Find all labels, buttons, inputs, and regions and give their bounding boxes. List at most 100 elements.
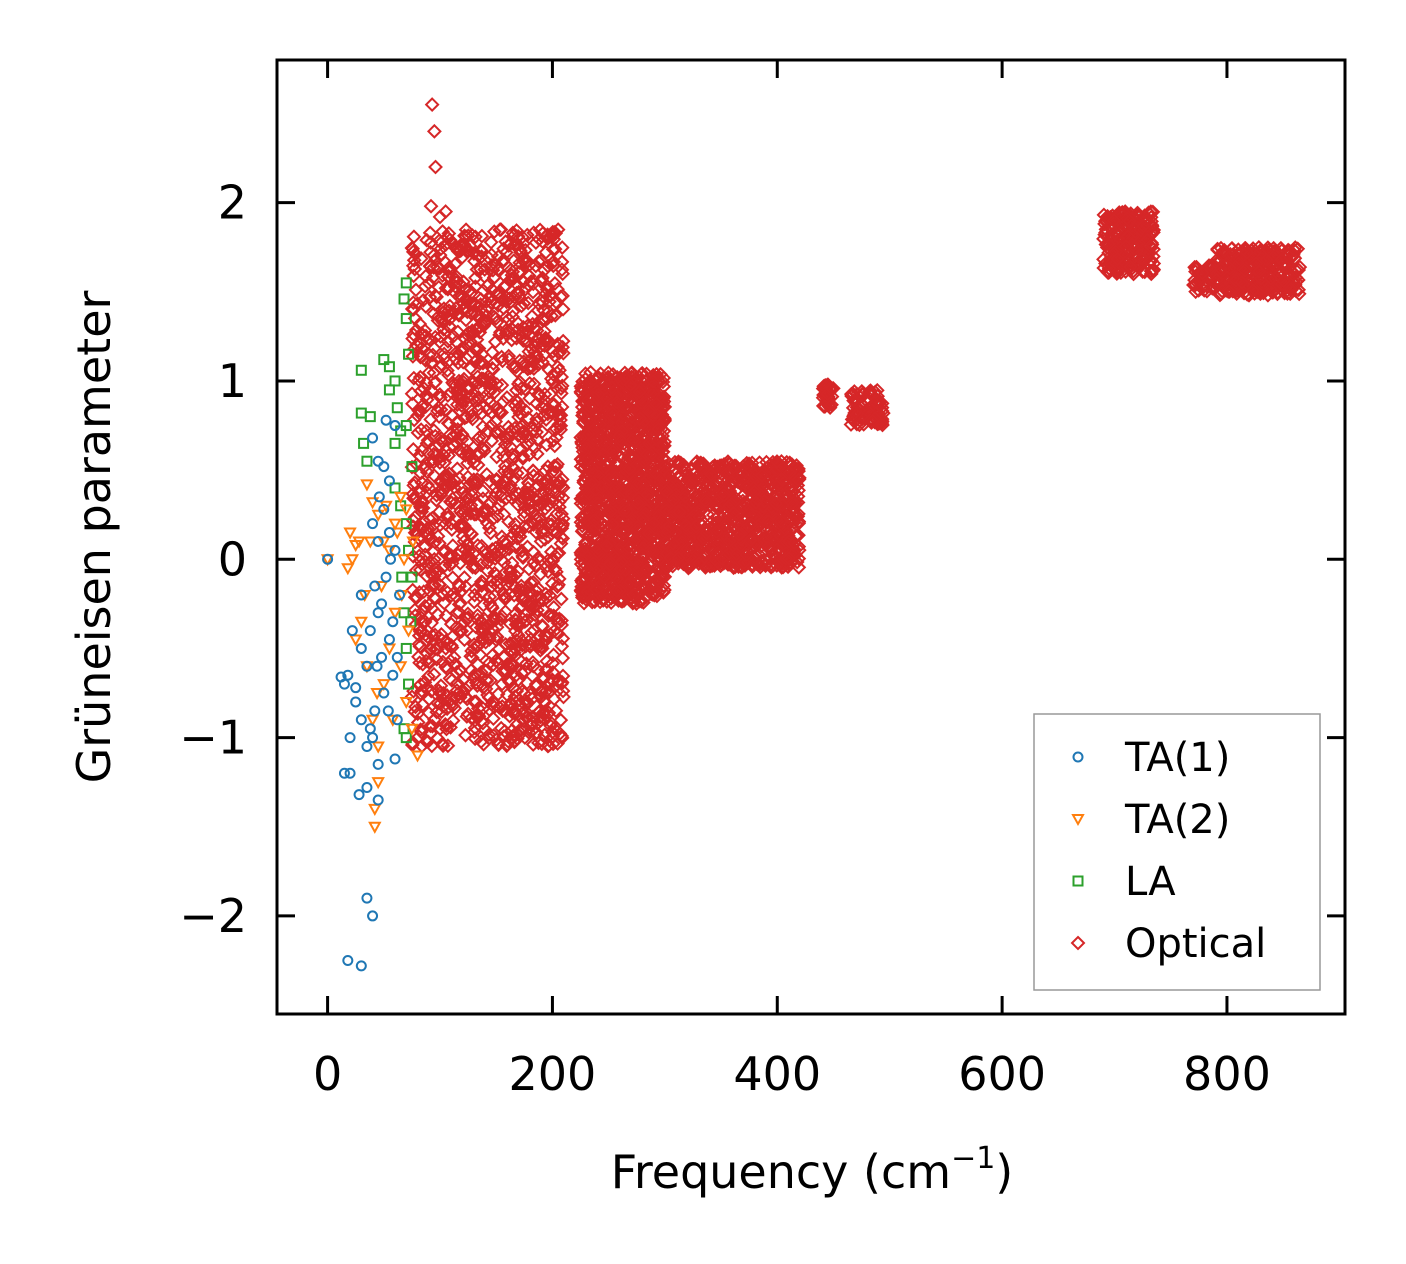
optical-cluster-point <box>784 457 800 472</box>
optical-cluster-point <box>446 328 461 344</box>
optical-cluster-point <box>648 396 664 412</box>
optical-cluster-point <box>412 498 428 514</box>
optical-cluster-point <box>451 685 466 701</box>
optical-cluster-point <box>554 399 570 415</box>
optical-cluster-point <box>553 712 569 728</box>
optical-cluster-point <box>539 662 555 678</box>
optical-cluster-point <box>460 606 476 622</box>
optical-cluster-point <box>540 459 556 475</box>
optical-cluster-point <box>443 653 458 669</box>
optical-cluster-point <box>546 623 562 639</box>
optical-cluster-point <box>469 471 485 487</box>
optical-cluster-point <box>531 511 547 526</box>
optical-cluster-point <box>621 540 637 555</box>
optical-cluster-point <box>641 479 657 495</box>
optical-cluster-point <box>415 697 431 713</box>
ta-2-point <box>371 509 385 522</box>
optical-cluster-point <box>613 561 629 577</box>
optical-cluster-point <box>438 237 454 252</box>
ta-2-point <box>365 497 380 510</box>
optical-cluster-point <box>488 295 504 311</box>
optical-cluster-point <box>553 529 569 545</box>
optical-cluster-point <box>412 624 428 639</box>
optical-cluster-point <box>740 502 756 518</box>
optical-cluster-point <box>487 551 503 566</box>
optical-cluster-point <box>462 282 478 298</box>
optical-cluster-point <box>475 371 491 387</box>
optical-cluster-point <box>623 377 639 393</box>
optical-cluster-point <box>445 375 460 391</box>
optical-cluster-point <box>612 513 628 529</box>
optical-cluster-point <box>501 312 516 327</box>
ta-1-point <box>364 723 376 735</box>
optical-cluster-point <box>575 408 590 423</box>
optical-cluster-point <box>473 664 489 680</box>
optical-cluster-point <box>635 547 651 563</box>
optical-cluster-point <box>540 738 556 754</box>
optical-cluster-point <box>501 514 517 530</box>
optical-cluster-point <box>471 341 487 356</box>
optical-cluster-point <box>591 387 606 402</box>
optical-cluster-point <box>551 611 567 627</box>
optical-cluster-point <box>863 385 879 401</box>
optical-cluster-point <box>1143 204 1159 220</box>
optical-cluster-point <box>550 281 565 297</box>
optical-cluster-point <box>468 619 484 635</box>
ta-1-point <box>389 544 401 556</box>
ta-2-point <box>371 741 385 754</box>
optical-cluster-point <box>517 693 533 709</box>
optical-cluster-point <box>754 468 770 483</box>
optical-cluster-point <box>528 726 544 742</box>
ta-1-point <box>346 625 358 637</box>
optical-cluster-point <box>556 689 571 705</box>
optical-cluster-point <box>601 472 617 487</box>
optical-cluster-point <box>416 584 432 600</box>
optical-cluster-point <box>467 720 483 736</box>
ta-2-point <box>368 803 382 816</box>
optical-cluster-point <box>1283 281 1298 297</box>
optical-cluster-point <box>511 284 527 300</box>
optical-cluster-point <box>526 622 542 638</box>
optical-cluster-point <box>448 300 464 316</box>
optical-cluster-point <box>415 292 431 308</box>
optical-cluster-point <box>1199 278 1215 294</box>
optical-cluster-point <box>672 504 688 520</box>
optical-cluster-point <box>631 420 647 435</box>
optical-cluster-point <box>431 409 447 425</box>
optical-cluster-point <box>426 446 442 462</box>
optical-cluster-point <box>463 550 479 566</box>
ta-1-point <box>367 732 379 744</box>
optical-cluster-point <box>1245 241 1261 256</box>
optical-cluster-point <box>785 520 801 535</box>
optical-cluster-point <box>516 296 532 311</box>
optical-cluster-point <box>512 420 528 436</box>
optical-cluster-point <box>711 508 726 524</box>
optical-cluster-point <box>461 490 476 506</box>
optical-cluster-point <box>756 479 772 495</box>
optical-cluster-point <box>466 246 482 262</box>
optical-cluster-point <box>419 232 435 248</box>
optical-cluster-point <box>485 282 500 298</box>
optical-cluster-point <box>638 497 654 513</box>
optical-cluster-point <box>501 348 517 364</box>
optical-cluster-point <box>588 482 604 498</box>
la-point <box>403 678 415 690</box>
optical-cluster-point <box>542 674 557 690</box>
optical-point <box>424 97 440 112</box>
la-point <box>403 348 415 360</box>
optical-cluster-point <box>405 396 420 412</box>
optical-cluster-point <box>468 675 484 691</box>
optical-cluster-point <box>655 415 670 431</box>
optical-cluster-point <box>545 523 560 539</box>
optical-cluster-point <box>656 451 672 466</box>
optical-cluster-point <box>846 393 862 409</box>
optical-cluster-point <box>480 563 496 579</box>
optical-cluster-point <box>488 573 504 589</box>
optical-cluster-point <box>728 513 744 529</box>
optical-cluster-point <box>542 477 557 493</box>
optical-cluster-point <box>870 388 886 404</box>
optical-cluster-point <box>512 406 528 421</box>
optical-cluster-point <box>413 677 429 693</box>
optical-cluster-point <box>688 455 704 471</box>
optical-cluster-point <box>1276 273 1292 289</box>
